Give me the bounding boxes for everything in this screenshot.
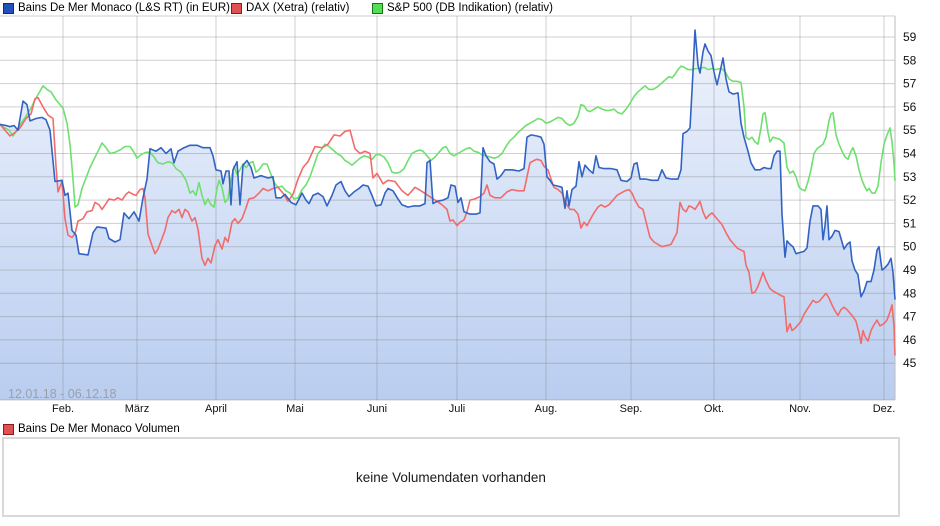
- x-tick-label: Mai: [286, 403, 304, 415]
- y-tick-label: 53: [903, 170, 917, 184]
- series-line-1: [0, 96, 896, 356]
- volume-legend-item: Bains De Mer Monaco Volumen: [3, 422, 180, 436]
- legend-swatch-green-icon: [372, 2, 383, 14]
- legend-item-dax: DAX (Xetra) (relativ): [231, 1, 350, 15]
- y-tick-label: 46: [903, 333, 917, 347]
- price-chart-svg[interactable]: 12.01.18 - 06.12.18 Feb. März April Mai Juni J…: [0, 15, 940, 418]
- x-tick-label: Sep.: [620, 403, 643, 415]
- legend-item-sp500: S&P 500 (DB Indikation) (relativ): [372, 1, 553, 15]
- volume-legend-label: Bains De Mer Monaco Volumen: [18, 422, 180, 435]
- volume-panel: keine Volumendaten vorhanden: [2, 437, 900, 517]
- y-tick-label: 45: [903, 356, 917, 370]
- x-tick-label: Aug.: [535, 403, 558, 415]
- y-tick-label: 54: [903, 147, 917, 161]
- x-tick-label: März: [125, 403, 149, 415]
- series-line-2: [0, 65, 896, 208]
- y-tick-label: 49: [903, 263, 917, 277]
- legend-swatch-blue-icon: [3, 2, 14, 14]
- y-tick-label: 48: [903, 286, 917, 300]
- x-tick-label: Dez.: [873, 403, 896, 415]
- series-area-fill: [0, 30, 895, 400]
- date-range-watermark: 12.01.18 - 06.12.18: [8, 387, 116, 401]
- top-legend: Bains De Mer Monaco (L&S RT) (in EUR) DA…: [0, 0, 940, 15]
- y-tick-label: 59: [903, 30, 917, 44]
- legend-item-bains-de-mer: Bains De Mer Monaco (L&S RT) (in EUR): [3, 1, 230, 15]
- legend-label: Bains De Mer Monaco (L&S RT) (in EUR): [18, 1, 230, 14]
- y-tick-label: 55: [903, 123, 917, 137]
- y-tick-label: 51: [903, 216, 917, 230]
- gridlines: [0, 15, 895, 401]
- x-tick-label: Juni: [367, 403, 387, 415]
- series-line-0: [0, 29, 896, 300]
- y-tick-label: 56: [903, 100, 917, 114]
- legend-swatch-red-icon: [231, 2, 242, 14]
- y-tick-label: 47: [903, 310, 917, 324]
- y-tick-label: 57: [903, 77, 917, 91]
- x-tick-label: Juli: [449, 403, 466, 415]
- legend-label: S&P 500 (DB Indikation) (relativ): [387, 1, 553, 14]
- y-tick-label: 52: [903, 193, 917, 207]
- y-tick-label: 50: [903, 240, 917, 254]
- volume-legend-swatch-icon: [3, 423, 14, 435]
- x-tick-label: Feb.: [52, 403, 74, 415]
- x-tick-label: Nov.: [789, 403, 811, 415]
- y-tick-label: 58: [903, 53, 917, 67]
- no-volume-data-message: keine Volumendaten vorhanden: [356, 469, 546, 485]
- x-tick-label: Okt.: [704, 403, 724, 415]
- legend-label: DAX (Xetra) (relativ): [246, 1, 350, 14]
- x-tick-label: April: [205, 403, 227, 415]
- price-chart-area[interactable]: 12.01.18 - 06.12.18 Feb. März April Mai Juni J…: [0, 15, 940, 418]
